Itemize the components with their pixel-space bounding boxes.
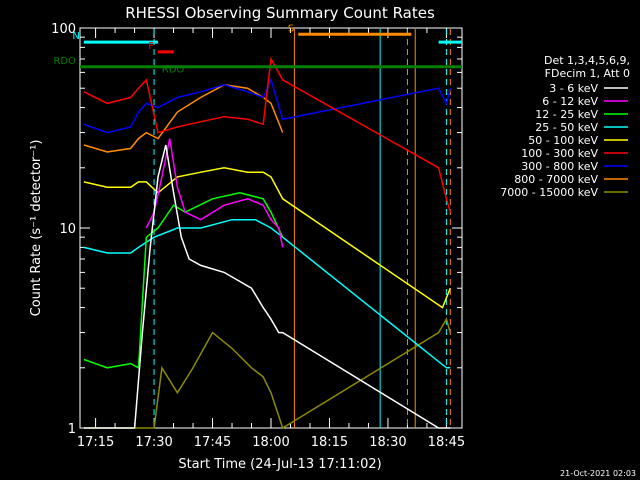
state-marker-label: RDO (53, 56, 76, 67)
series-line (83, 77, 452, 134)
x-tick-label: 18:45 (428, 435, 465, 450)
legend-label: 6 - 12 keV (542, 95, 598, 108)
x-tick-label: 18:00 (252, 435, 289, 450)
state-marker-label: S (288, 23, 294, 34)
legend-label: 100 - 300 keV (521, 147, 598, 160)
state-marker-label: F (148, 41, 154, 52)
series-line (83, 218, 451, 369)
x-tick-label: 18:30 (369, 435, 406, 450)
legend: Det 1,3,4,5,6,9,FDecim 1, Att 0 3 - 6 keV… (500, 54, 630, 199)
plot-area: 1 10 100 17:15 17:30 17:45 18:00 18:15 18:30 18:4… (51, 22, 465, 450)
legend-label: 7000 - 15000 keV (500, 186, 598, 199)
legend-label: 25 - 50 keV (535, 121, 598, 134)
series-line (83, 192, 284, 370)
series-line (83, 56, 452, 213)
series-line (83, 84, 284, 153)
legend-label: 12 - 25 keV (535, 108, 598, 121)
x-tick-label: 17:30 (135, 435, 172, 450)
y-tick-label: 100 (51, 22, 76, 37)
legend-label: 800 - 7000 keV (514, 173, 598, 186)
timestamp-label: 21-Oct-2021 02:03 (560, 469, 636, 478)
state-marker-label: RDO (162, 65, 185, 76)
x-tick-label: 17:15 (77, 435, 114, 450)
y-axis-label: Count Rate (s⁻¹ detector⁻¹) (29, 140, 44, 317)
state-marker-label: N (72, 31, 79, 42)
series-line (145, 138, 284, 248)
legend-label: 300 - 800 keV (521, 160, 598, 173)
chart-title: RHESSI Observing Summary Count Rates (125, 4, 435, 22)
legend-label: 50 - 100 keV (528, 134, 598, 147)
legend-label: 3 - 6 keV (549, 82, 598, 95)
y-tick-label: 10 (59, 222, 76, 237)
series-line (83, 167, 451, 309)
x-tick-label: 17:45 (194, 435, 231, 450)
series-line (83, 317, 452, 430)
x-tick-label: 18:15 (311, 435, 348, 450)
legend-header: Det 1,3,4,5,6,9, (544, 54, 630, 67)
x-axis-label: Start Time (24-Jul-13 17:11:02) (178, 457, 381, 472)
series-line (83, 144, 451, 429)
y-tick-label: 1 (68, 422, 76, 437)
legend-header: FDecim 1, Att 0 (545, 67, 630, 80)
